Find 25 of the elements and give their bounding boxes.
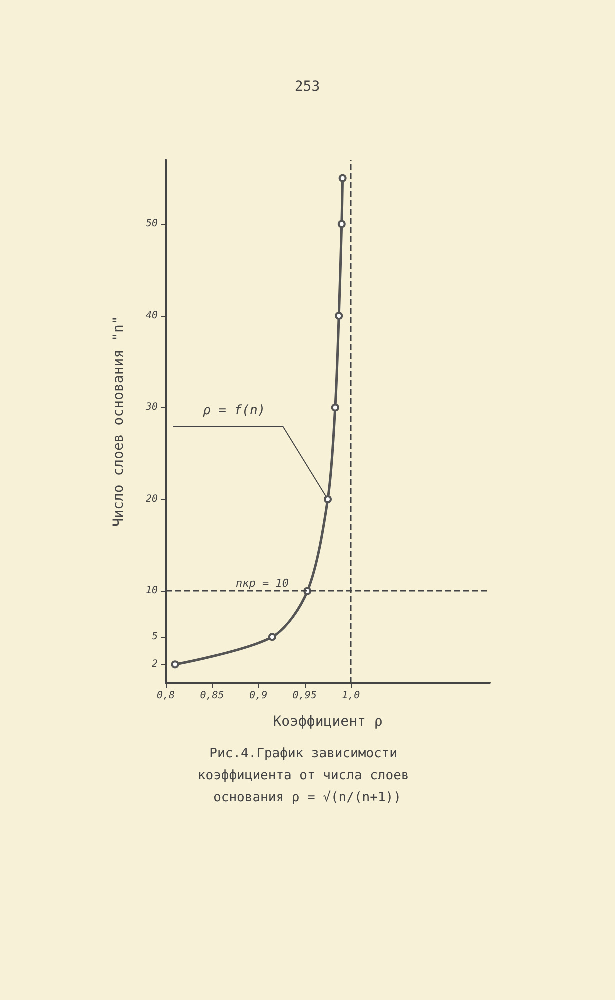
y-tick-label: 50 [146,218,158,230]
point [171,660,180,669]
x-axis-title: Коэффициент ρ [273,714,383,730]
text: Рис.4.График зависимости коэффициента от числа слоев основания ρ = √(n/(n+1)) [198,746,418,806]
point [338,174,347,182]
x-tick-label: 0,9 [250,690,268,702]
annotation: ρ = f(n) [203,403,266,418]
y-tick-label: 20 [146,494,158,505]
point [335,312,344,320]
y-tick-label: 40 [146,310,158,322]
x-tick-label: 0,85 [200,690,224,702]
y-tick-label: 2 [152,659,158,670]
x-tick-label: 0,95 [292,690,317,702]
point [338,220,346,228]
point [331,404,340,412]
point [268,633,276,642]
x-tick-label: 1,0 [342,690,360,702]
y-tick-label: 30 [144,402,158,414]
y-tick-label: 5 [152,632,158,643]
ref-line-label: nкр = 10 [236,577,290,590]
y-tick-label: 10 [146,586,158,597]
y-axis-title: Число слоев основания "n" [111,316,127,527]
x-tick-label: 0,8 [156,690,176,702]
text: 253 [294,79,320,95]
point [324,495,332,504]
